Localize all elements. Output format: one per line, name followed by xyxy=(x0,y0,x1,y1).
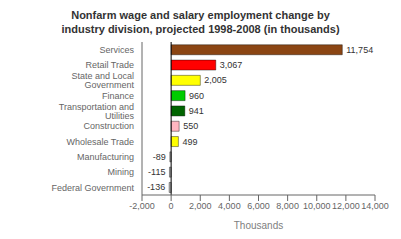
svg-text:Wholesale Trade: Wholesale Trade xyxy=(66,137,134,147)
svg-text:Thousands: Thousands xyxy=(234,220,283,231)
svg-text:6,000: 6,000 xyxy=(247,201,270,211)
svg-text:Services: Services xyxy=(99,45,134,55)
svg-text:State and LocalGovernment: State and LocalGovernment xyxy=(71,71,134,90)
html-text:industry division, projected 1: industry division, projected 1998-2008 (… xyxy=(61,23,340,35)
svg-text:-115: -115 xyxy=(148,167,165,177)
svg-text:3,067: 3,067 xyxy=(220,60,243,70)
svg-text:Finance: Finance xyxy=(102,91,134,101)
svg-text:960: 960 xyxy=(189,91,204,101)
svg-text:2,005: 2,005 xyxy=(204,75,227,85)
svg-text:-136: -136 xyxy=(147,182,165,192)
svg-text:10,000: 10,000 xyxy=(303,201,331,211)
svg-text:Construction: Construction xyxy=(83,121,134,131)
svg-text:12,000: 12,000 xyxy=(332,201,360,211)
svg-text:550: 550 xyxy=(183,121,198,131)
svg-text:499: 499 xyxy=(182,137,197,147)
svg-text:941: 941 xyxy=(189,106,204,116)
svg-text:0: 0 xyxy=(169,201,174,211)
svg-text:2,000: 2,000 xyxy=(189,201,212,211)
svg-text:Manufacturing: Manufacturing xyxy=(77,152,134,162)
svg-text:Transportation andUtilities: Transportation andUtilities xyxy=(59,102,135,121)
html-text:Nonfarm wage and salary employ: Nonfarm wage and salary employment chang… xyxy=(71,9,330,21)
svg-text:Retail Trade: Retail Trade xyxy=(85,60,134,70)
svg-text:Mining: Mining xyxy=(107,167,134,177)
svg-text:-89: -89 xyxy=(153,152,166,162)
svg-text:-2,000: -2,000 xyxy=(129,201,155,211)
svg-text:4,000: 4,000 xyxy=(218,201,241,211)
svg-text:14,000: 14,000 xyxy=(361,201,389,211)
svg-text:8,000: 8,000 xyxy=(276,201,299,211)
svg-text:11,754: 11,754 xyxy=(346,45,373,55)
svg-text:Federal Government: Federal Government xyxy=(51,183,134,193)
